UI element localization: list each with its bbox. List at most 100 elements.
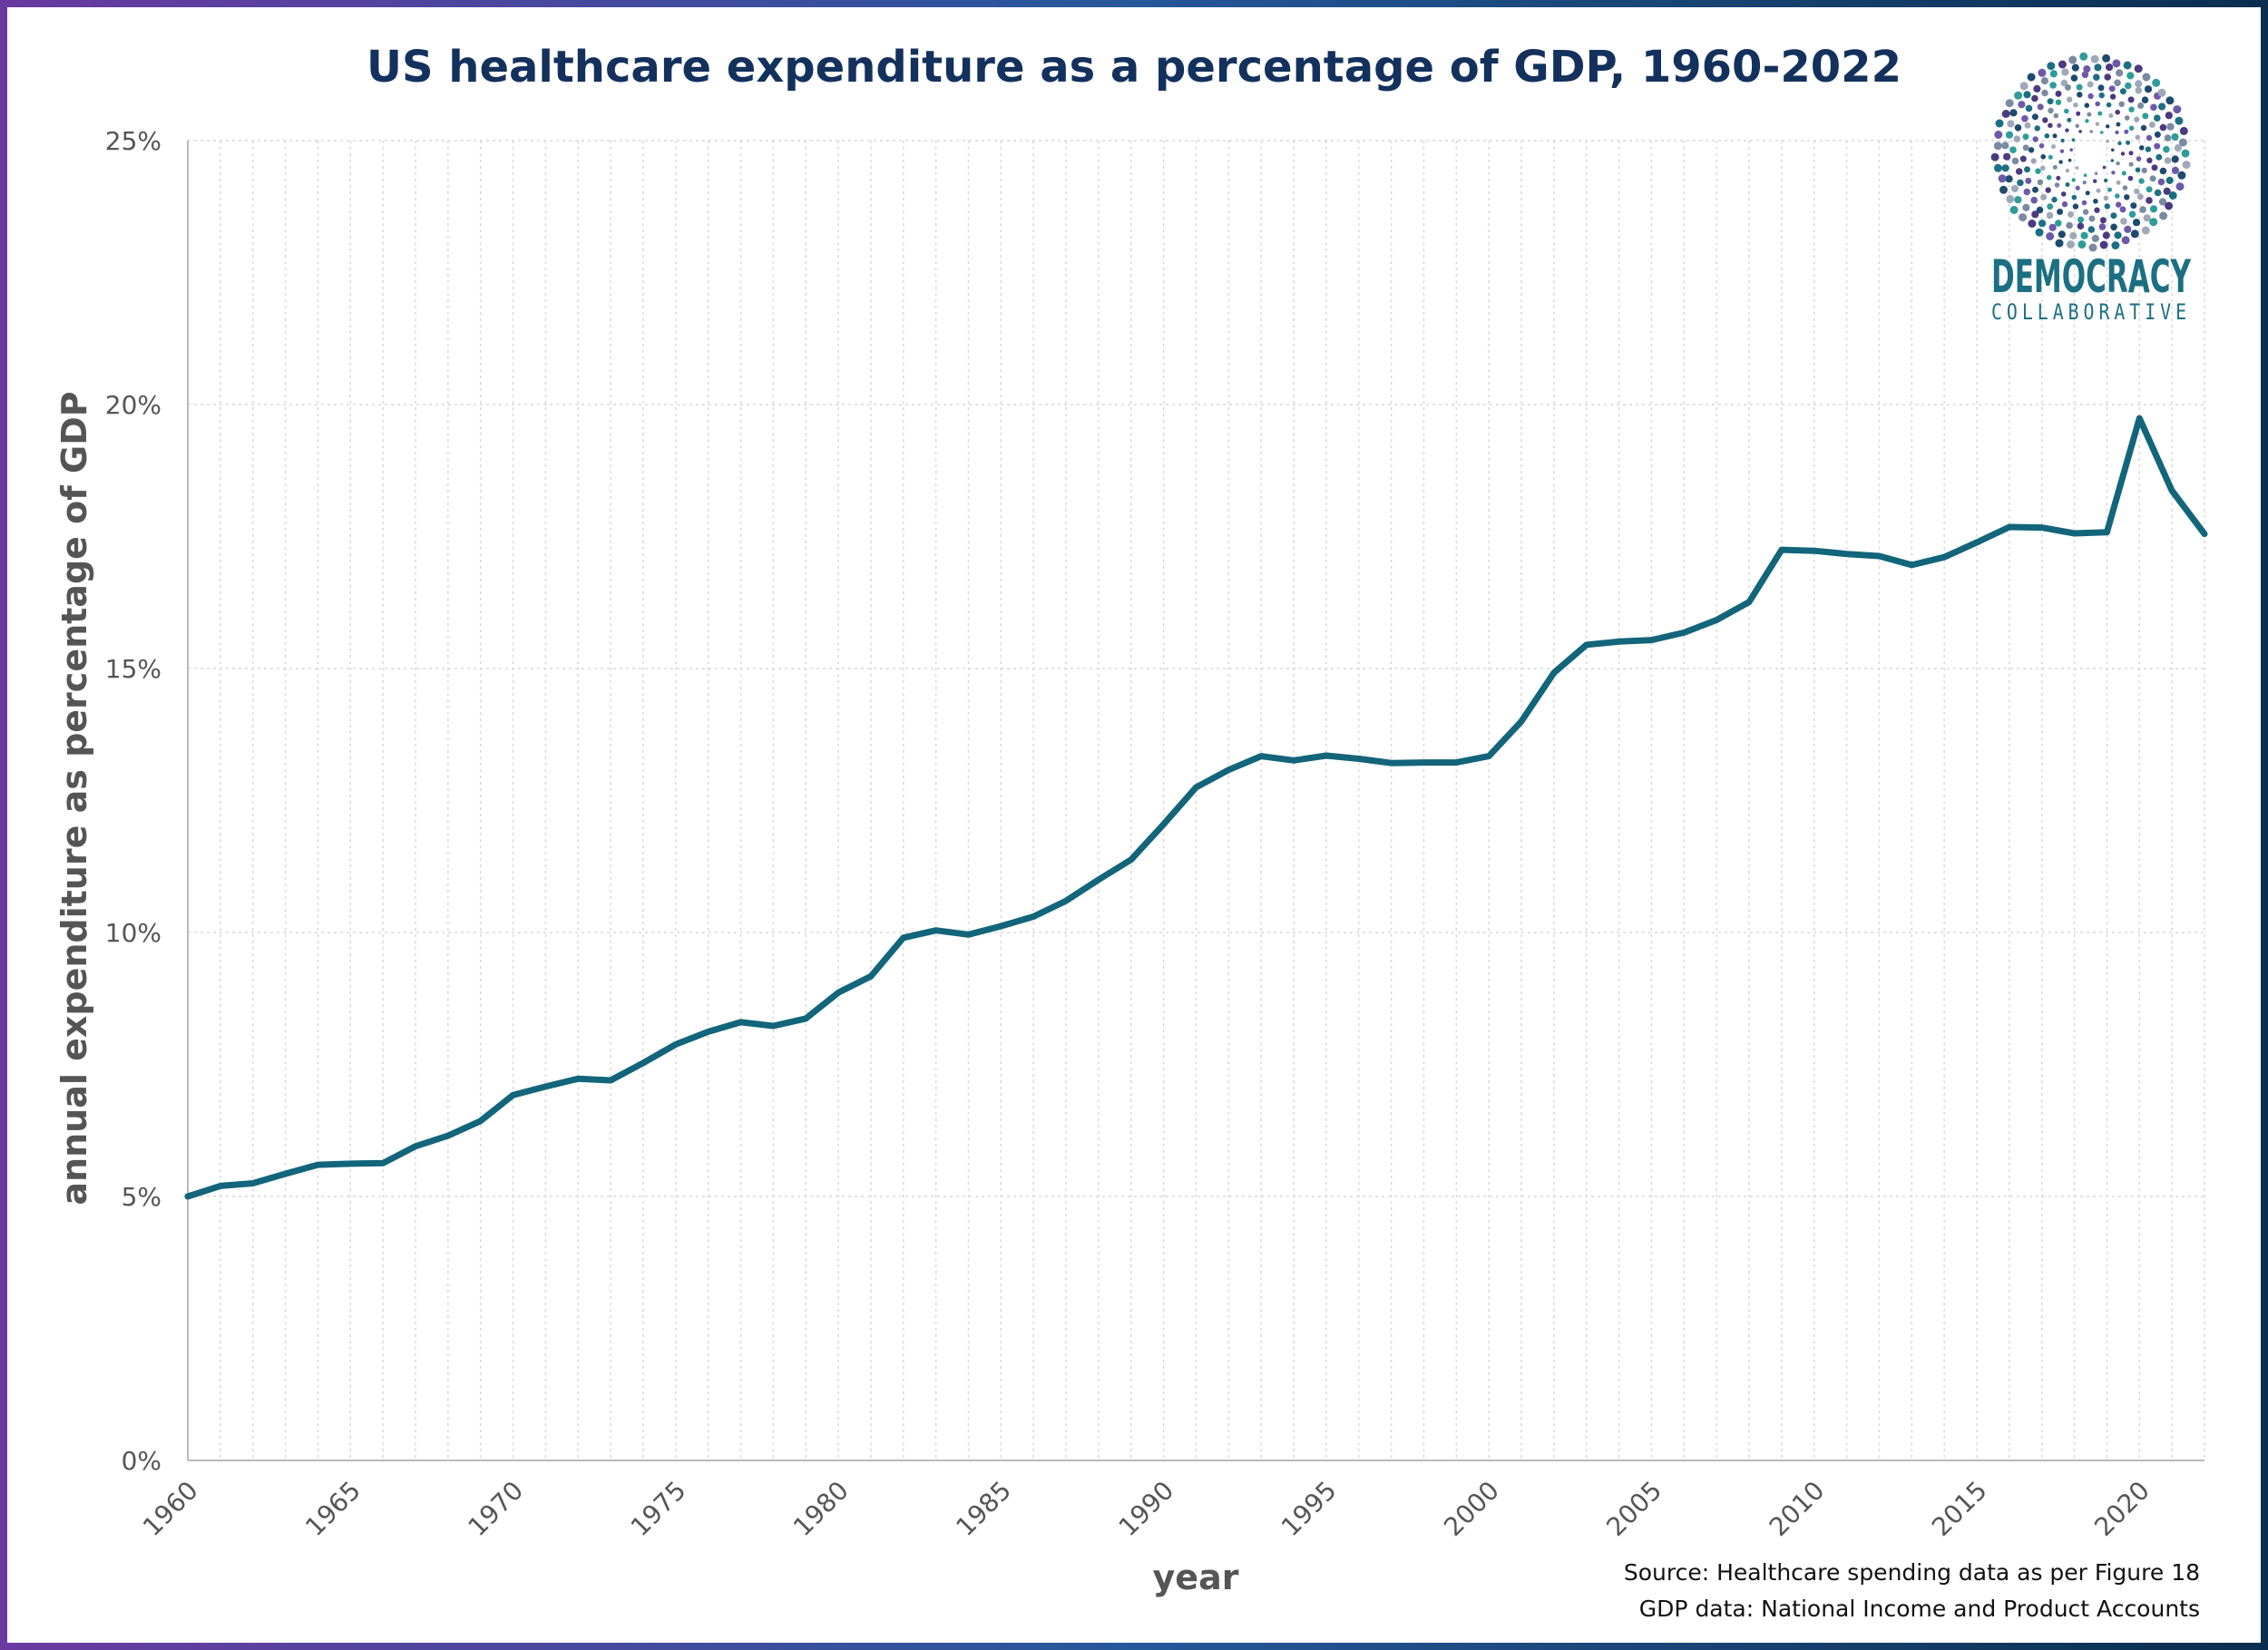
x-tick-label: 1970 [462, 1475, 529, 1542]
logo-dot [2135, 167, 2141, 173]
logo-dot [2134, 116, 2140, 122]
x-tick-labels: 1960 1965 1970 1975 1980 1985 1990 1995 2000 2005… [137, 1475, 2156, 1542]
logo-dot [2104, 73, 2111, 81]
data-point [738, 1020, 743, 1024]
logo-dot [2165, 176, 2174, 184]
logo-dot [2060, 79, 2068, 87]
data-point [1910, 562, 1914, 567]
logo-dot [2068, 55, 2077, 64]
logo-dot [2088, 215, 2096, 222]
logo-dot [2064, 108, 2069, 114]
logo-dot [2034, 125, 2040, 132]
logo-dot [2032, 186, 2038, 193]
logo-dot [1990, 152, 1999, 161]
logo-dot [2139, 145, 2145, 151]
logo-dot [2128, 151, 2134, 156]
logo-dot [2104, 178, 2108, 183]
logo-dot [2174, 144, 2182, 152]
logo-dot [2003, 152, 2011, 161]
x-tick-label: 1960 [137, 1475, 204, 1542]
data-point [316, 1163, 320, 1167]
logo-dot [2022, 133, 2029, 141]
x-axis-title: year [1153, 1557, 1239, 1597]
logo-dot [2037, 179, 2044, 186]
logo-dot [2077, 240, 2087, 249]
logo-dot [2015, 168, 2023, 175]
logo-dot [2024, 166, 2030, 173]
logo-dot [2087, 81, 2094, 88]
logo-dot [2156, 153, 2163, 161]
logo-dot [2157, 88, 2166, 97]
data-point [478, 1118, 483, 1123]
logo-dot [2179, 126, 2188, 135]
logo-dot [2041, 89, 2048, 97]
data-point [706, 1030, 710, 1034]
logo-dot [2120, 218, 2127, 225]
logo-dot [2009, 205, 2019, 214]
logo-dot [2115, 193, 2120, 199]
logo-dot [2124, 194, 2130, 200]
data-point [771, 1024, 776, 1029]
logo-dot [2140, 124, 2147, 132]
logo-dot [2181, 149, 2190, 158]
logo-dot [2163, 187, 2171, 195]
logo-dot [2087, 112, 2092, 117]
logo-dot [2064, 83, 2071, 91]
logo-dot [2047, 203, 2054, 210]
logo-dot [2076, 83, 2083, 91]
data-point [1194, 785, 1198, 789]
logo-dot [2032, 136, 2038, 142]
logo-dot [2048, 122, 2053, 129]
logo-dot [2024, 122, 2031, 129]
logo-dot [2119, 88, 2126, 95]
logo-dot [2164, 157, 2172, 164]
logo-dot [2102, 54, 2111, 63]
logo-dot [2141, 167, 2147, 174]
logo-dot [2052, 164, 2058, 170]
logo-dot [2021, 115, 2028, 122]
logo-dot [2055, 239, 2064, 248]
data-point [609, 1078, 613, 1082]
logo-dot [2116, 201, 2122, 208]
logo-dot [2019, 82, 2028, 91]
logo-dot [2075, 123, 2079, 128]
data-point [2105, 530, 2109, 534]
data-point [966, 932, 971, 937]
logo-dot [2009, 146, 2017, 153]
logo-dot [2128, 210, 2136, 218]
logo-dot [2028, 147, 2035, 153]
data-point [868, 974, 873, 979]
logo-dot [2122, 185, 2128, 190]
logo-dot [2035, 168, 2041, 174]
logo-dot [2051, 196, 2058, 203]
x-tick-label: 2000 [1438, 1475, 1505, 1542]
logo-dot [2108, 113, 2114, 118]
logo-dot [2083, 173, 2087, 177]
logo-dot [2118, 101, 2125, 108]
logo-dot [2040, 154, 2046, 160]
logo-dot [2115, 109, 2120, 115]
logo-dot [1999, 185, 2008, 194]
data-point [640, 1060, 645, 1065]
logo-dot [2081, 200, 2087, 206]
logo-dot [2120, 151, 2126, 156]
data-point [2170, 488, 2175, 493]
logo-dot [2138, 178, 2145, 184]
logo-dot [2023, 91, 2031, 99]
logo-dot [2033, 84, 2041, 93]
x-tick-label: 2020 [2088, 1475, 2156, 1542]
logo-dot [2066, 221, 2073, 229]
data-point [804, 1016, 808, 1020]
x-tick-label: 1995 [1276, 1475, 1343, 1542]
logo-dot [2085, 119, 2089, 123]
logo-dot [2142, 73, 2151, 82]
data-point [1942, 555, 1947, 560]
logo-dot [2125, 82, 2132, 90]
logo-dot [2097, 84, 2105, 92]
logo-dot [2175, 182, 2185, 191]
data-point [2072, 532, 2077, 536]
logo-dot [2095, 101, 2100, 107]
logo-dot [2051, 144, 2056, 150]
logo-dot [2164, 134, 2172, 142]
logo-dot [2075, 185, 2080, 190]
